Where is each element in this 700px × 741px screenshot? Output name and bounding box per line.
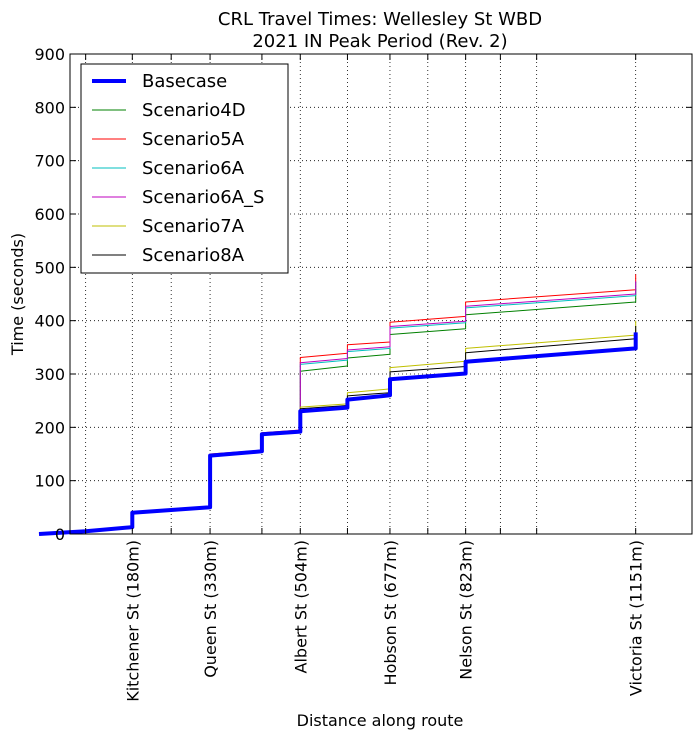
series-line-basecase [38, 332, 638, 536]
x-tick-label: Nelson St (823m) [457, 540, 476, 680]
legend-label: Basecase [142, 71, 227, 92]
plot-frame [69, 53, 693, 535]
y-tick-label: 200 [34, 418, 65, 437]
legend: Basecase Scenario4D Scenario5A Scenario6A Sc… [80, 63, 289, 274]
y-tick-label: 700 [34, 152, 65, 171]
y-axis-label: Time (seconds) [8, 233, 27, 356]
series-lines [38, 274, 638, 536]
x-tick-label: Kitchener St (180m) [123, 540, 142, 702]
axis-ticks [70, 53, 692, 535]
chart-title: CRL Travel Times: Wellesley St WBD [218, 9, 542, 30]
legend-label: Scenario6A [142, 158, 245, 179]
y-tick-label: 300 [34, 365, 65, 384]
series-line-scenario4d [38, 288, 637, 535]
y-tick-label: 600 [34, 205, 65, 224]
x-tick-label: Queen St (330m) [201, 540, 220, 678]
y-tick-label: 400 [34, 312, 65, 331]
legend-label: Scenario6A_S [142, 187, 264, 208]
y-tick-label: 500 [34, 258, 65, 277]
y-tick-label: 100 [34, 472, 65, 491]
legend-label: Scenario4D [142, 100, 246, 121]
y-tick-labels: 0 100 200 300 400 500 600 700 800 900 [34, 45, 65, 544]
x-tick-label: Victoria St (1151m) [627, 540, 646, 696]
chart-subtitle: 2021 IN Peak Period (Rev. 2) [252, 31, 507, 52]
y-tick-label: 0 [55, 525, 65, 544]
x-tick-label: Albert St (504m) [291, 540, 310, 673]
legend-label: Scenario7A [142, 216, 245, 237]
legend-label: Scenario8A [142, 245, 245, 266]
x-tick-label: Hobson St (677m) [381, 540, 400, 685]
y-tick-label: 900 [34, 45, 65, 64]
y-tick-label: 800 [34, 98, 65, 117]
x-tick-labels: Kitchener St (180m) Queen St (330m) Albert… [123, 540, 645, 702]
legend-label: Scenario5A [142, 129, 245, 150]
x-axis-label: Distance along route [297, 711, 464, 730]
